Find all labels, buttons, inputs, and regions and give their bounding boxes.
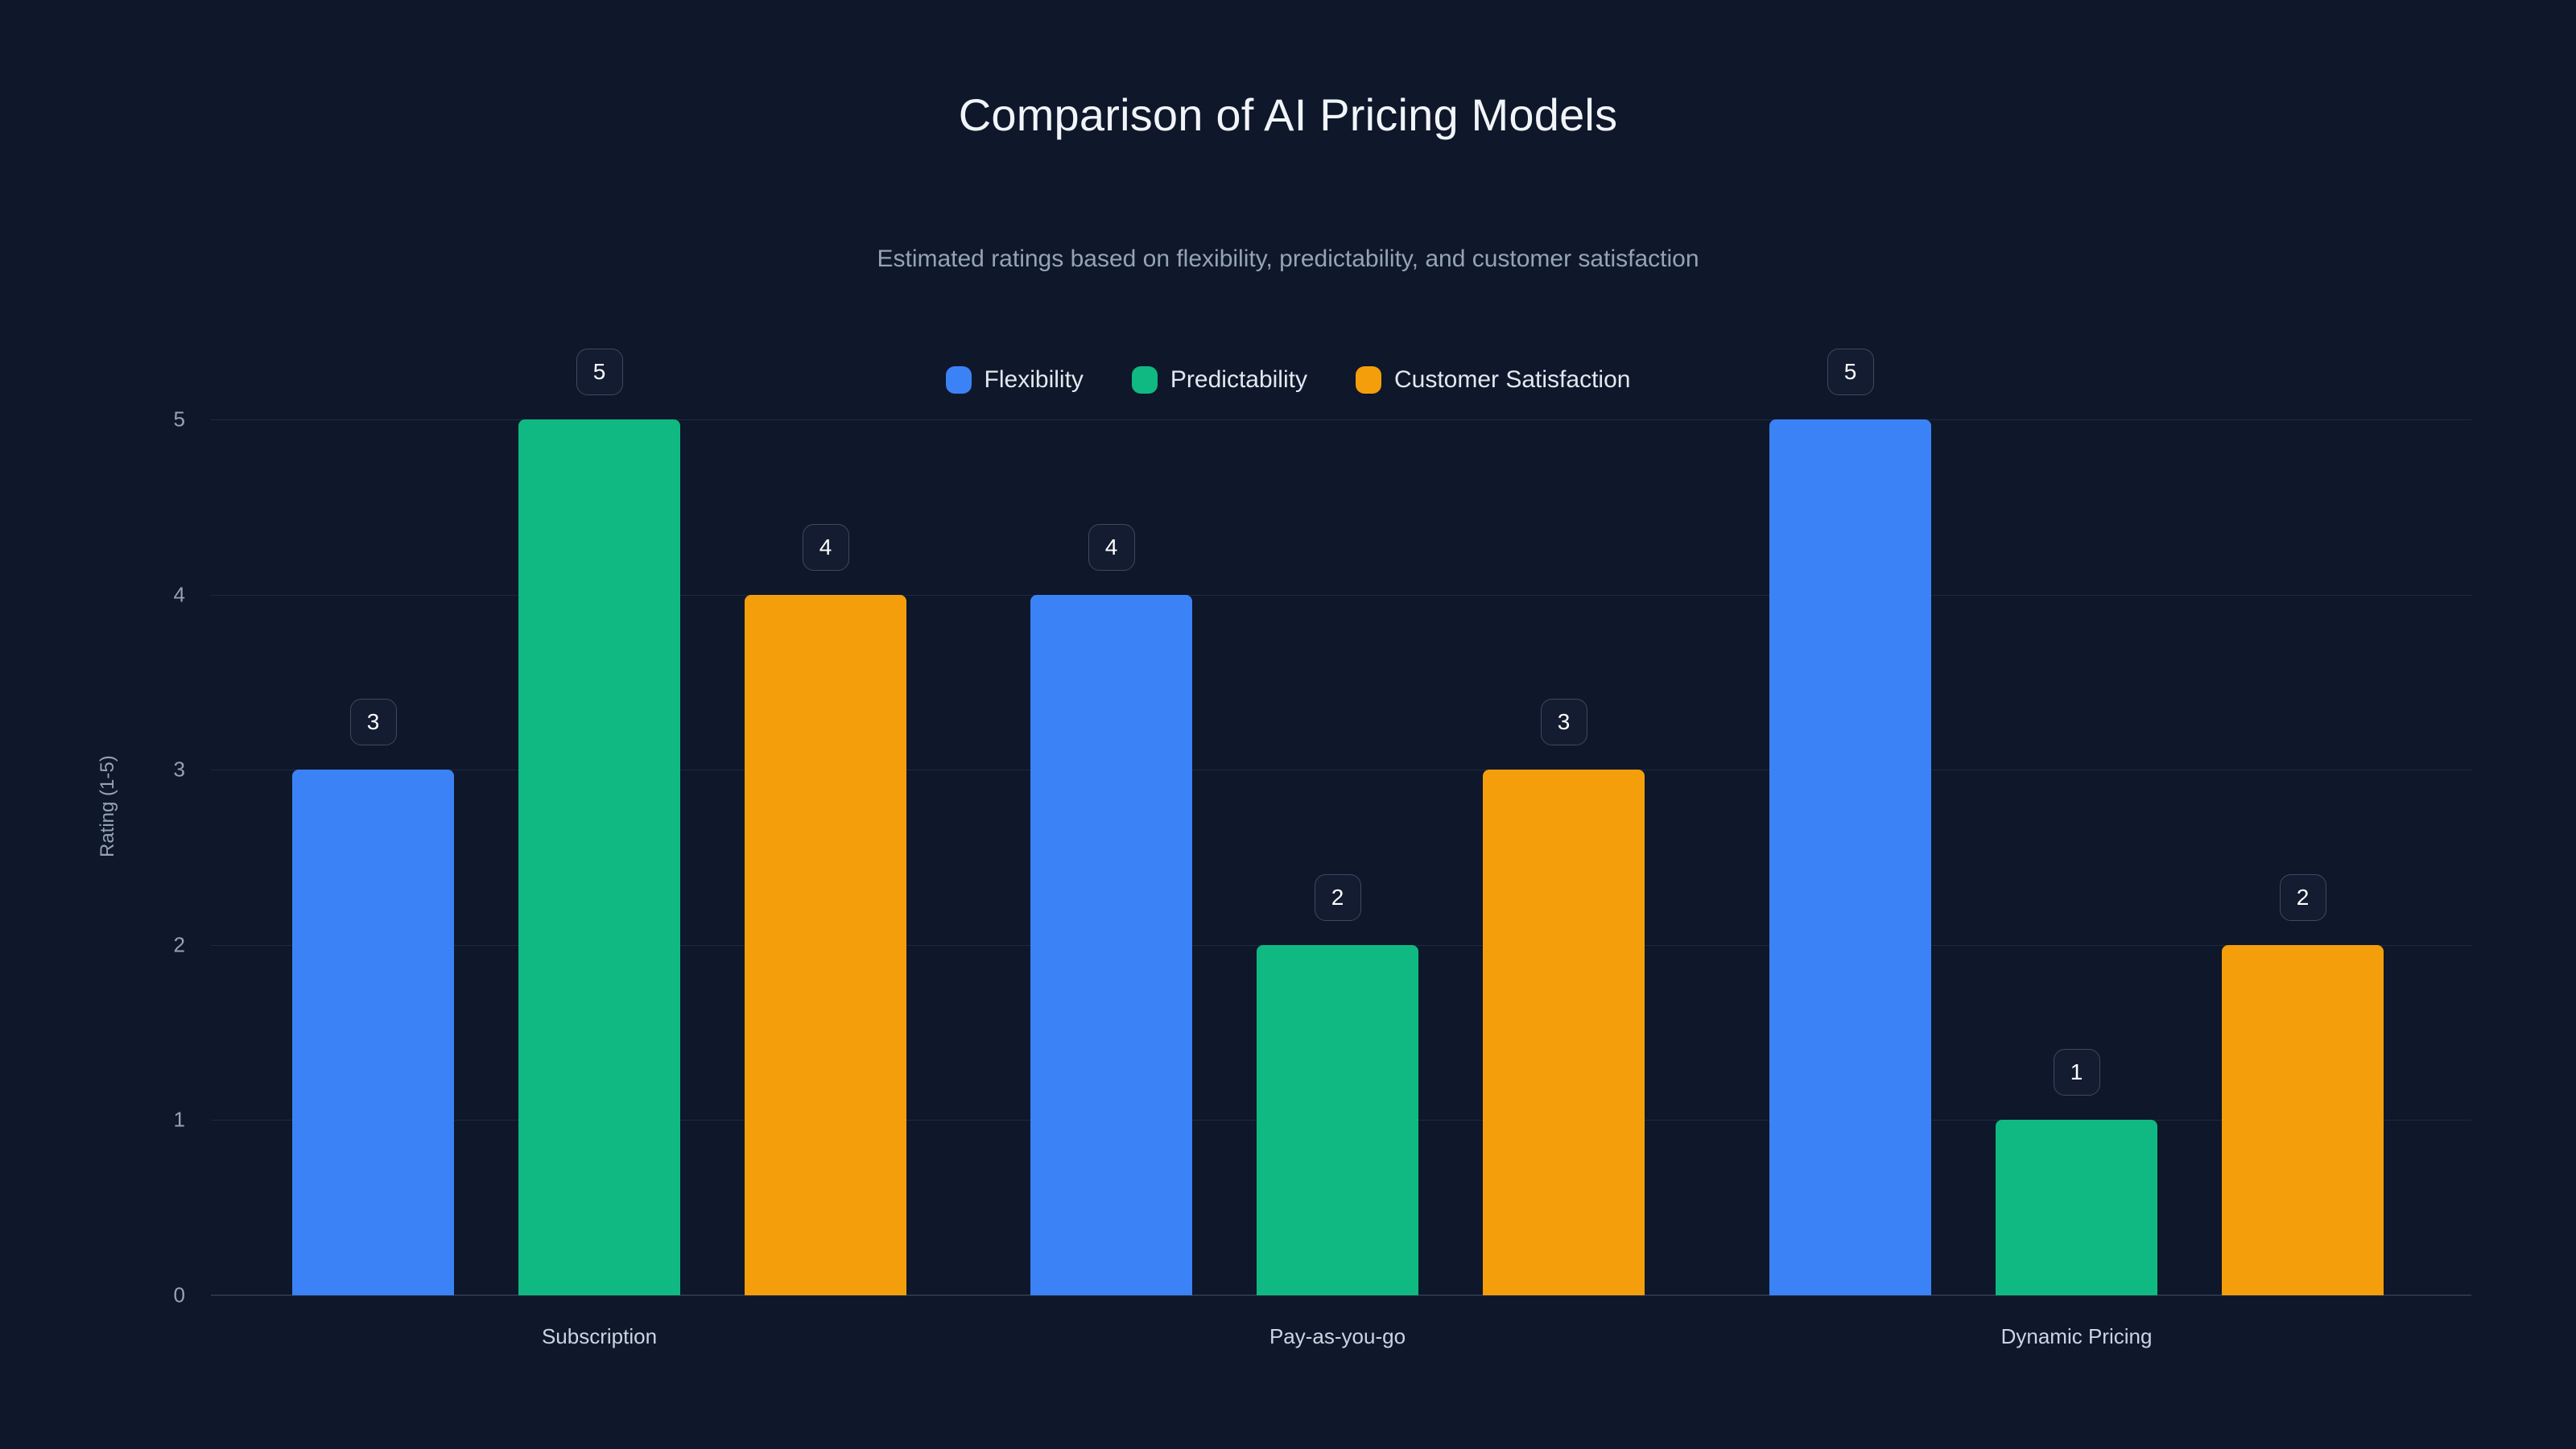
legend-item-predictability[interactable]: Predictability: [1131, 366, 1307, 394]
bar-value-badge: 2: [1314, 873, 1361, 921]
y-axis-tick-label: 3: [173, 757, 185, 782]
bar[interactable]: [2222, 944, 2384, 1295]
bar[interactable]: [745, 594, 906, 1295]
y-axis-tick-label: 0: [173, 1282, 185, 1307]
y-axis-title: Rating (1-5): [97, 755, 118, 857]
bar-value-badge: 3: [1540, 699, 1587, 746]
plot-area: [211, 419, 2471, 1296]
x-axis-category-label: Subscription: [541, 1324, 658, 1348]
bar-value-badge: 2: [2279, 873, 2326, 921]
x-axis-category-label: Dynamic Pricing: [2000, 1324, 2153, 1348]
chart-legend: Flexibility Predictability Customer Satisf…: [0, 366, 2576, 394]
bar[interactable]: [1769, 419, 1931, 1295]
gridline: [211, 594, 2471, 596]
bar-value-badge: 5: [576, 349, 623, 395]
legend-item-customer-satisfaction[interactable]: Customer Satisfaction: [1355, 366, 1631, 394]
y-axis-tick-label: 4: [173, 582, 185, 607]
legend-label: Predictability: [1170, 366, 1307, 393]
x-axis-category-label: Pay-as-you-go: [1269, 1324, 1406, 1348]
x-axis-line: [211, 1294, 2471, 1296]
chart-subtitle: Estimated ratings based on flexibility, …: [877, 246, 1699, 272]
bar-value-badge: 4: [1088, 523, 1135, 571]
y-axis-tick-label: 2: [173, 932, 185, 957]
legend-swatch-icon: [1131, 366, 1158, 394]
bar-value-badge: 1: [2053, 1049, 2100, 1096]
bar[interactable]: [292, 770, 454, 1295]
legend-label: Flexibility: [984, 366, 1084, 393]
legend-swatch-icon: [1355, 366, 1381, 394]
page-title: Comparison of AI Pricing Models: [958, 89, 1618, 140]
bar[interactable]: [1257, 944, 1418, 1295]
bar-value-badge: 5: [1827, 349, 1874, 395]
bar-value-badge: 4: [802, 523, 849, 571]
bar-value-badge: 3: [349, 699, 397, 746]
bar[interactable]: [1996, 1120, 2157, 1295]
y-axis-tick-label: 1: [173, 1107, 185, 1132]
bar[interactable]: [1030, 594, 1192, 1295]
gridline: [211, 419, 2471, 420]
bar[interactable]: [1483, 770, 1645, 1295]
legend-swatch-icon: [945, 366, 972, 394]
legend-item-flexibility[interactable]: Flexibility: [945, 366, 1084, 394]
legend-label: Customer Satisfaction: [1393, 366, 1631, 393]
y-axis-tick-label: 5: [173, 407, 185, 431]
bar[interactable]: [518, 419, 680, 1295]
